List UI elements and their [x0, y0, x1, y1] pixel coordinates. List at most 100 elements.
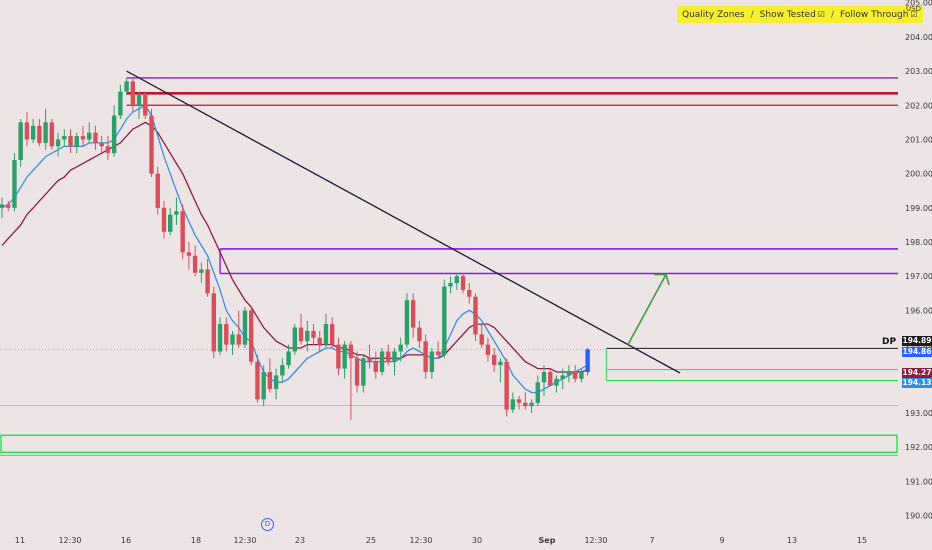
- price-tick-label: 198.00: [905, 238, 932, 247]
- candle-body-69: [430, 351, 434, 372]
- time-tick-label: 13: [787, 536, 797, 545]
- price-tick-label: 202.00: [905, 101, 932, 110]
- price-tick-label: 191.00: [905, 477, 932, 486]
- time-tick-label: 16: [121, 536, 131, 545]
- candle-body-74: [461, 276, 465, 290]
- candle-body-5: [31, 126, 35, 140]
- candle-body-11: [68, 136, 72, 146]
- time-tick-label: 25: [366, 536, 376, 545]
- candle-body-81: [504, 362, 508, 410]
- descending-trendline: [127, 71, 680, 373]
- candle-body-48: [299, 328, 303, 342]
- candle-body-91: [567, 372, 571, 375]
- price-axis: 205.00204.00203.00202.00201.00200.00199.…: [905, 0, 932, 521]
- candle-body-70: [436, 351, 440, 354]
- candle-body-46: [286, 351, 290, 365]
- candle-body-38: [237, 334, 241, 344]
- toolbar-show-tested[interactable]: Show Tested: [760, 10, 816, 20]
- candle-body-4: [25, 122, 29, 139]
- candle-body-41: [255, 362, 259, 400]
- candle-body-12: [75, 136, 79, 146]
- candle-body-50: [311, 331, 315, 338]
- candle-body-63: [392, 351, 396, 361]
- candle-body-7: [43, 122, 47, 143]
- price-tag-194-89: 194.89: [902, 336, 932, 346]
- show-tested-checkbox-icon[interactable]: ☑: [818, 10, 825, 19]
- price-tick-label: 193.00: [905, 409, 932, 418]
- candle-body-53: [330, 324, 334, 345]
- toolbar-quality-zones[interactable]: Quality Zones: [682, 10, 745, 20]
- candle-body-10: [62, 136, 66, 139]
- candle-body-39: [243, 310, 247, 344]
- candle-body-25: [156, 174, 160, 208]
- candle-body-65: [405, 300, 409, 344]
- candle-body-87: [542, 372, 546, 382]
- candle-body-83: [517, 399, 521, 402]
- dp-label: DP: [882, 337, 896, 347]
- candle-body-78: [486, 345, 490, 355]
- price-tick-label: 201.00: [905, 135, 932, 144]
- candle-body-15: [93, 133, 97, 143]
- candle-body-52: [324, 324, 328, 345]
- candle-body-55: [342, 345, 346, 369]
- time-tick-label: 18: [191, 536, 201, 545]
- candle-body-29: [180, 211, 184, 252]
- candle-body-13: [81, 136, 85, 139]
- candle-body-68: [423, 341, 427, 372]
- time-axis: 11 12:30 16 18 12:30 23 25 12:30 30 Sep 12:30 7 9 13 1…: [15, 536, 867, 545]
- time-tick-label: Sep: [539, 536, 556, 545]
- candle-body-35: [218, 324, 222, 351]
- candle-body-62: [386, 351, 390, 361]
- candle-body-57: [355, 358, 359, 385]
- candle-body-37: [230, 334, 234, 344]
- toolbar-separator-2: /: [831, 10, 834, 20]
- price-tick-label: 204.00: [905, 33, 932, 42]
- candle-body-17: [106, 146, 110, 153]
- candle-body-66: [411, 300, 415, 327]
- time-tick-label: 12:30: [58, 536, 81, 545]
- candle-body-54: [336, 345, 340, 369]
- price-tag-194-86: 194.86: [902, 347, 932, 357]
- price-tick-label: 199.00: [905, 204, 932, 213]
- time-tick-label: 12:30: [233, 536, 256, 545]
- candle-body-94: [585, 349, 589, 372]
- candle-body-6: [37, 126, 41, 143]
- candle-body-61: [380, 351, 384, 372]
- candle-body-20: [124, 81, 128, 91]
- currency-label: USD: [906, 5, 921, 13]
- candle-body-28: [174, 211, 178, 214]
- candle-body-8: [50, 122, 54, 146]
- candle-body-27: [168, 215, 172, 232]
- dividend-event-marker[interactable]: D: [261, 518, 274, 531]
- projection-arrow-shaft: [628, 275, 666, 345]
- support-zone-box: [1, 435, 897, 452]
- candle-body-89: [554, 379, 558, 386]
- price-tick-label: 196.00: [905, 306, 932, 315]
- price-tick-label: 192.00: [905, 443, 932, 452]
- candle-body-93: [579, 372, 583, 379]
- time-tick-label: 9: [719, 536, 724, 545]
- candle-body-19: [118, 92, 122, 116]
- price-tick-label: 200.00: [905, 170, 932, 179]
- candle-body-76: [473, 297, 477, 335]
- candle-body-88: [548, 372, 552, 386]
- candle-body-75: [467, 290, 471, 297]
- candle-body-36: [224, 324, 228, 345]
- candle-body-43: [268, 372, 272, 389]
- candle-body-67: [417, 328, 421, 342]
- candle-body-71: [442, 286, 446, 354]
- candle-body-44: [274, 375, 278, 389]
- candle-body-84: [523, 403, 527, 406]
- candle-body-64: [399, 345, 403, 352]
- candle-body-77: [480, 334, 484, 344]
- toolbar-follow-through[interactable]: Follow Through: [840, 10, 908, 20]
- candle-body-34: [212, 293, 216, 351]
- candle-body-56: [349, 345, 353, 359]
- price-tick-label: 190.00: [905, 512, 932, 521]
- toolbar-separator: /: [751, 10, 754, 20]
- indicator-toolbar[interactable]: Quality Zones / Show Tested ☑ / Follow T…: [677, 6, 923, 23]
- candle-body-14: [87, 133, 91, 140]
- candle-body-32: [199, 269, 203, 272]
